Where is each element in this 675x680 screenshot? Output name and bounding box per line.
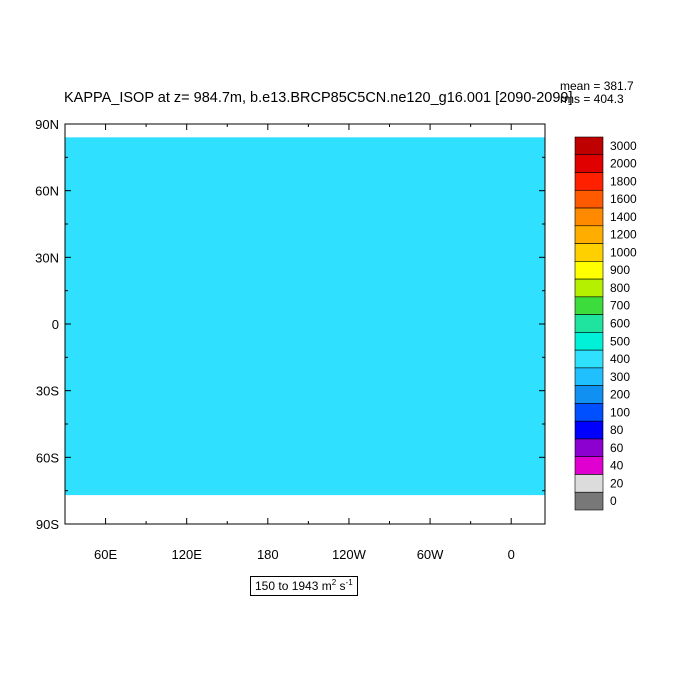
mean-stat: mean = 381.7 <box>560 79 634 93</box>
colorbar-swatch <box>574 261 604 280</box>
colorbar-label: 1200 <box>610 228 637 242</box>
colorbar-label: 2000 <box>610 157 637 171</box>
colorbar-label: 200 <box>610 388 630 402</box>
units-label: 150 to 1943 m2 s-1 <box>250 576 358 596</box>
lat-tick-label: 30N <box>35 250 59 265</box>
colorbar-label: 900 <box>610 263 630 277</box>
lon-tick-label: 60W <box>417 547 444 562</box>
colorbar-swatch <box>574 456 604 475</box>
colorbar-swatch <box>574 491 604 511</box>
colorbar-swatch <box>574 403 604 422</box>
rms-stat: rms = 404.3 <box>560 92 624 106</box>
lat-tick-label: 90N <box>35 117 59 132</box>
colorbar-swatch <box>574 278 604 298</box>
colorbar-label: 1600 <box>610 192 637 206</box>
colorbar-label: 600 <box>610 317 630 331</box>
colorbar-swatch <box>574 136 604 156</box>
colorbar-swatch <box>574 332 604 351</box>
colorbar-swatch <box>574 349 604 369</box>
lat-tick-label: 60N <box>35 184 59 199</box>
colorbar-label: 80 <box>610 423 624 437</box>
colorbar-swatch <box>574 314 604 333</box>
lat-tick-label: 30S <box>36 384 59 399</box>
lon-tick-label: 60E <box>94 547 117 562</box>
lon-tick-label: 120E <box>172 547 203 562</box>
lon-tick-label: 120W <box>332 547 367 562</box>
colorbar-label: 400 <box>610 352 630 366</box>
colorbar-label: 500 <box>610 334 630 348</box>
colorbar-swatch <box>574 207 604 227</box>
colorbar-swatch <box>574 189 604 209</box>
colorbar-swatch <box>574 474 604 493</box>
colorbar-swatch <box>574 225 604 244</box>
lat-tick-label: 90S <box>36 517 59 532</box>
colorbar-label: 1800 <box>610 174 637 188</box>
colorbar-label: 1400 <box>610 210 637 224</box>
colorbar-label: 20 <box>610 476 624 490</box>
colorbar-swatch <box>574 367 604 386</box>
colorbar-label: 800 <box>610 281 630 295</box>
colorbar-swatch <box>574 420 604 440</box>
ocean-field <box>65 137 545 496</box>
chart-title: KAPPA_ISOP at z= 984.7m, b.e13.BRCP85C5C… <box>64 90 573 106</box>
colorbar-swatch <box>574 296 604 315</box>
lon-tick-label: 180 <box>257 547 279 562</box>
colorbar-label: 1000 <box>610 246 637 260</box>
lat-tick-label: 60S <box>36 450 59 465</box>
colorbar-label: 3000 <box>610 139 637 153</box>
colorbar-swatch <box>574 154 604 173</box>
colorbar-label: 700 <box>610 299 630 313</box>
colorbar-label: 40 <box>610 459 624 473</box>
colorbar-swatch <box>574 438 604 458</box>
colorbar-label: 300 <box>610 370 630 384</box>
colorbar-swatch <box>574 243 604 262</box>
lon-tick-label: 0 <box>508 547 515 562</box>
colorbar-label: 100 <box>610 405 630 419</box>
colorbar-label: 60 <box>610 441 624 455</box>
colorbar-swatch <box>574 385 604 404</box>
colorbar-label: 0 <box>610 494 617 508</box>
lat-tick-label: 0 <box>52 317 59 332</box>
colorbar-swatch <box>574 172 604 191</box>
